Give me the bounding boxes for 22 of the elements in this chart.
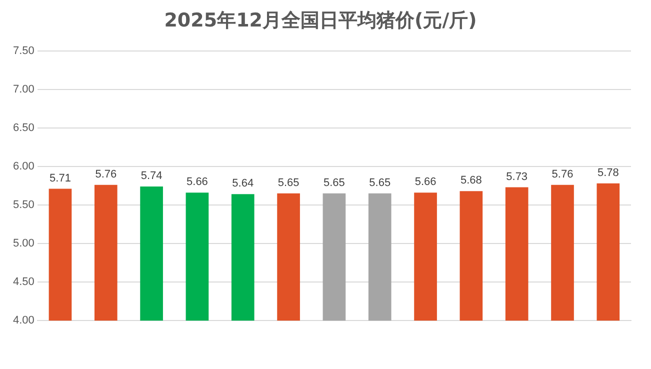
y-tick-label: 5.00 bbox=[12, 238, 34, 250]
y-tick-label: 7.00 bbox=[12, 83, 34, 96]
data-label: 5.66 bbox=[186, 176, 208, 188]
data-label: 5.65 bbox=[369, 176, 391, 189]
data-label: 5.64 bbox=[232, 178, 254, 190]
data-label: 5.71 bbox=[50, 172, 71, 184]
data-label: 5.76 bbox=[95, 168, 117, 180]
y-tick-label: 6.50 bbox=[12, 122, 34, 134]
y-tick-label: 5.50 bbox=[12, 199, 34, 212]
chart-title: 2025年12月全国日平均猪价(元/斤) bbox=[164, 9, 477, 32]
y-tick-label: 4.50 bbox=[12, 276, 34, 288]
data-label: 5.66 bbox=[414, 176, 436, 188]
data-label: 5.65 bbox=[323, 176, 345, 189]
y-tick-label: 6.00 bbox=[12, 160, 34, 172]
data-label: 5.68 bbox=[460, 174, 482, 187]
y-tick-label: 7.50 bbox=[12, 44, 34, 57]
y-tick-label: 4.00 bbox=[12, 314, 34, 327]
data-label: 5.74 bbox=[140, 170, 162, 182]
data-label: 5.76 bbox=[552, 168, 574, 180]
data-label: 5.73 bbox=[506, 170, 528, 183]
data-label: 5.78 bbox=[597, 166, 619, 179]
data-label: 5.65 bbox=[278, 176, 300, 189]
